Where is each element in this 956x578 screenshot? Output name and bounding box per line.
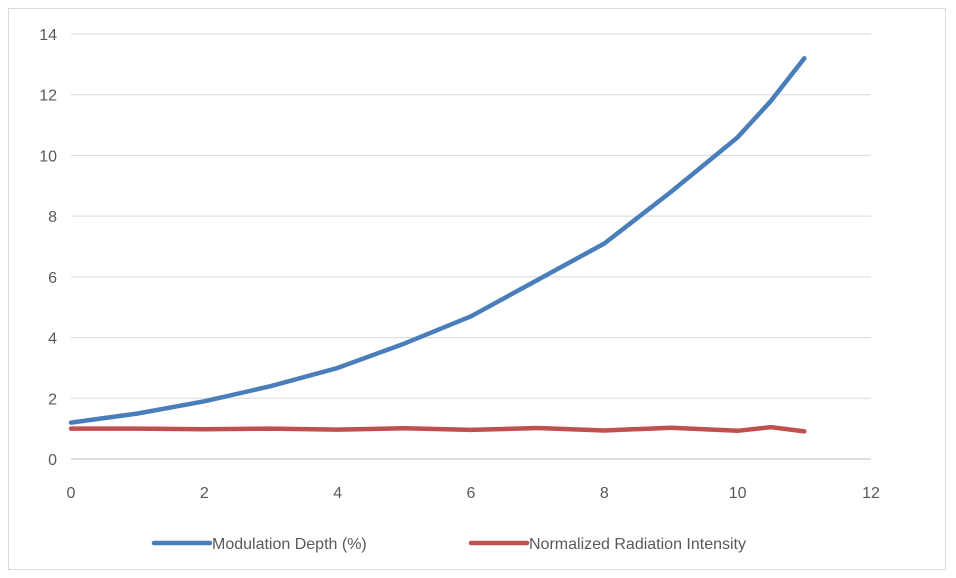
- x-tick-label: 2: [200, 485, 209, 502]
- series-lines: [68, 56, 807, 434]
- gridlines: [71, 33, 871, 460]
- legend: Modulation Depth (%) Normalized Radiation…: [151, 536, 746, 553]
- x-tick-label: 4: [333, 485, 342, 502]
- axes: 0 2 4 6 8 10 12 14 0 2 4 6 8 10 12: [39, 27, 880, 502]
- x-tick-label: 12: [862, 485, 880, 502]
- x-tick-label: 0: [67, 485, 76, 502]
- x-tick-label: 6: [467, 485, 476, 502]
- y-tick-label: 14: [39, 27, 57, 44]
- y-tick-label: 8: [48, 209, 57, 226]
- legend-label-1: Normalized Radiation Intensity: [529, 536, 746, 553]
- y-tick-label: 2: [48, 391, 57, 408]
- legend-label-0: Modulation Depth (%): [212, 536, 367, 553]
- y-tick-label: 12: [39, 88, 57, 105]
- series-line-1: [68, 424, 807, 434]
- line-chart: 0 2 4 6 8 10 12 14 0 2 4 6 8 10 12 Modulation Depth (%…: [39, 27, 880, 553]
- x-tick-label: 10: [729, 485, 747, 502]
- y-tick-label: 6: [48, 270, 57, 287]
- series-line-0: [68, 56, 807, 425]
- x-tick-label: 8: [600, 485, 609, 502]
- chart-area: 0 2 4 6 8 10 12 14 0 2 4 6 8 10 12 Modulation Depth (%…: [8, 8, 946, 570]
- y-tick-label: 0: [48, 452, 57, 469]
- y-tick-label: 4: [48, 331, 57, 348]
- y-tick-label: 10: [39, 148, 57, 165]
